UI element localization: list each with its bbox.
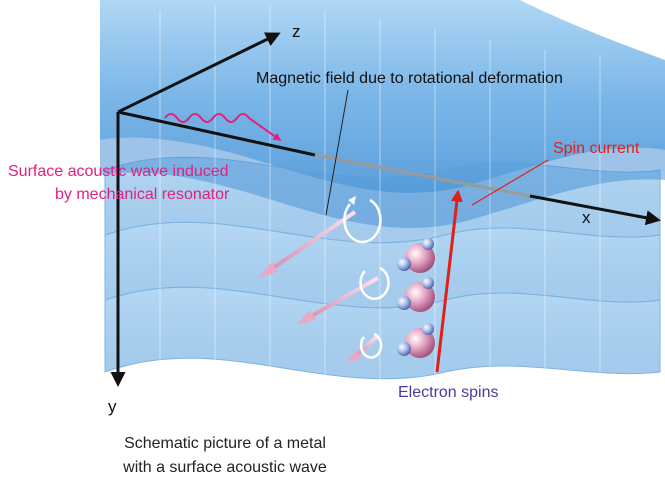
metal-layers: [100, 0, 665, 390]
rotation-arrow-icon: [343, 198, 382, 244]
spin-current-leader: [471, 159, 549, 206]
saw-wave-icon: [164, 113, 282, 141]
spin-current-label: Spin current: [553, 140, 640, 157]
metal-surface-sheet: [100, 0, 665, 193]
electron-sphere-icon: [397, 277, 435, 312]
caption-line-1: Schematic picture of a metal: [124, 435, 326, 452]
electron-sphere-icon: [397, 323, 435, 358]
z-axis-label: z: [292, 22, 301, 41]
metal-surface-front: [100, 137, 665, 228]
z-axis-line: [117, 32, 281, 114]
field-vector-icon: [296, 266, 390, 325]
field-vectors: [258, 196, 390, 363]
magnetic-field-label: Magnetic field due to rotational deforma…: [256, 70, 563, 87]
y-axis-label: y: [108, 397, 117, 416]
x-axis-line-end: [529, 194, 661, 226]
caption-line-2: with a surface acoustic wave: [123, 459, 327, 476]
x-axis-line: [117, 110, 316, 157]
field-vector-icon: [346, 332, 383, 363]
electron-sphere-icon: [397, 238, 435, 273]
saw-label-line1: Surface acoustic wave induced: [8, 163, 229, 180]
electron-spin-group: [397, 238, 435, 358]
rotation-arrow-icon: [359, 332, 383, 359]
axes: [110, 32, 661, 387]
field-vector-icon: [258, 196, 382, 278]
electron-spins-label: Electron spins: [398, 384, 499, 401]
rotation-arrow-icon: [359, 266, 390, 300]
x-axis-hidden-segment: [314, 153, 531, 198]
caption: Schematic picture of a metal with a surf…: [105, 432, 345, 480]
saw-label-line2: by mechanical resonator: [55, 186, 230, 203]
magnetic-field-leader: [325, 89, 349, 216]
x-axis-label: x: [582, 208, 591, 227]
spin-current-arrow: [435, 189, 463, 373]
